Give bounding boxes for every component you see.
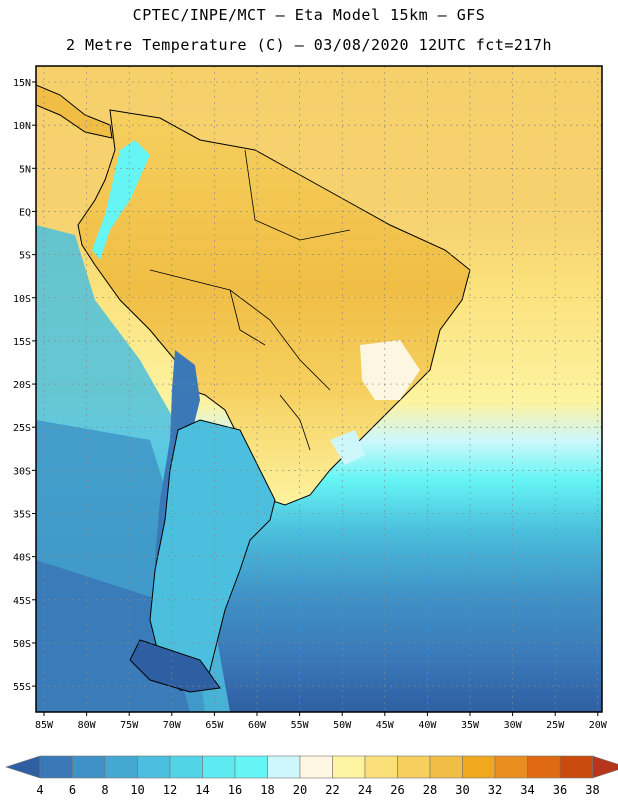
- temperature-map: 15N 10N 5N EQ 5S 10S 15S 20S 25S 30S 35S 40S 45S 50S 5…: [13, 65, 608, 731]
- colorbar-swatch: [397, 755, 431, 779]
- south-america-land: [77, 109, 471, 506]
- longitude-label: 25W: [546, 720, 565, 731]
- chart-title-line-1: CPTEC/INPE/MCT – Eta Model 15km – GFS: [132, 6, 486, 24]
- longitude-label: 80W: [78, 720, 97, 731]
- patagonia-land: [149, 419, 276, 691]
- latitude-label: 10S: [13, 294, 31, 305]
- colorbar-swatch: [299, 755, 333, 779]
- latitude-label: 10N: [13, 121, 31, 132]
- latitude-label: 55S: [13, 682, 31, 693]
- longitude-label: 75W: [120, 720, 139, 731]
- colorbar-tick-label: 6: [69, 783, 76, 797]
- latitude-label: 35S: [13, 510, 31, 521]
- longitude-label: 20W: [589, 720, 608, 731]
- longitude-label: 35W: [461, 720, 480, 731]
- colorbar-swatch: [332, 755, 366, 779]
- colorbar-swatch: [72, 755, 106, 779]
- colorbar-tick-label: 34: [520, 783, 534, 797]
- colorbar-swatch: [137, 755, 171, 779]
- latitude-label: EQ: [19, 207, 31, 218]
- highlands-cool-spot: [360, 340, 420, 400]
- latitude-label: 45S: [13, 596, 31, 607]
- colorbar-swatch: [527, 755, 561, 779]
- latitude-label: 5S: [19, 251, 31, 262]
- longitude-label: 60W: [248, 720, 267, 731]
- latitude-label: 40S: [13, 553, 31, 564]
- colorbar-tick-label: 20: [293, 783, 307, 797]
- south-brazil-cool-spot: [330, 430, 365, 465]
- colorbar: 4 6 8 10 12 14 16 18 20 22 24 26 28 30 32 34 36 38: [5, 755, 618, 797]
- colorbar-tick-label: 8: [101, 783, 108, 797]
- colorbar-swatch: [559, 755, 593, 779]
- colorbar-tick-label: 28: [423, 783, 437, 797]
- country-borders: [149, 149, 351, 451]
- colorbar-tick-label: 24: [358, 783, 372, 797]
- andes-north-cold: [92, 140, 150, 260]
- colorbar-swatch: [364, 755, 398, 779]
- longitude-label: 50W: [333, 720, 352, 731]
- colorbar-tick-label: 16: [228, 783, 242, 797]
- colorbar-swatch: [39, 755, 73, 779]
- colorbar-swatch: [462, 755, 496, 779]
- lat-lon-gridlines: [36, 66, 602, 712]
- latitude-labels: 15N 10N 5N EQ 5S 10S 15S 20S 25S 30S 35S 40S 45S 50S 5…: [13, 78, 31, 693]
- colorbar-tick-label: 14: [195, 783, 209, 797]
- longitude-label: 40W: [418, 720, 437, 731]
- colorbar-swatch: [202, 755, 236, 779]
- longitude-label: 30W: [504, 720, 523, 731]
- longitude-label: 85W: [35, 720, 54, 731]
- longitude-label: 45W: [376, 720, 395, 731]
- colorbar-tick-label: 18: [260, 783, 274, 797]
- latitude-label: 50S: [13, 639, 31, 650]
- latitude-label: 15N: [13, 78, 31, 89]
- colorbar-tick-label: 30: [455, 783, 469, 797]
- colorbar-tick-label: 4: [36, 783, 43, 797]
- colorbar-right-arrow: [592, 755, 618, 779]
- latitude-label: 25S: [13, 423, 31, 434]
- colorbar-tick-label: 38: [585, 783, 599, 797]
- colorbar-tick-label: 12: [163, 783, 177, 797]
- colorbar-tick-label: 26: [390, 783, 404, 797]
- map-frame: [35, 65, 603, 713]
- colorbar-tick-label: 22: [325, 783, 339, 797]
- colorbar-left-arrow: [5, 755, 41, 779]
- longitude-label: 70W: [163, 720, 182, 731]
- colorbar-swatch: [234, 755, 268, 779]
- colorbar-swatch: [104, 755, 138, 779]
- latitude-label: 30S: [13, 466, 31, 477]
- longitude-label: 65W: [205, 720, 224, 731]
- latitude-label: 20S: [13, 380, 31, 391]
- colorbar-tick-label: 32: [488, 783, 502, 797]
- longitude-labels: 85W 80W 75W 70W 65W 60W 55W 50W 45W 40W 35W 30W 25W 2…: [35, 720, 608, 731]
- colorbar-swatch: [429, 755, 463, 779]
- colorbar-swatch: [267, 755, 301, 779]
- colorbar-swatch: [169, 755, 203, 779]
- latitude-label: 15S: [13, 337, 31, 348]
- tierra-del-fuego: [129, 639, 221, 693]
- colorbar-swatch: [494, 755, 528, 779]
- colorbar-tick-label: 36: [553, 783, 567, 797]
- chart-title-line-2: 2 Metre Temperature (C) – 03/08/2020 12U…: [65, 36, 553, 54]
- colorbar-tick-label: 10: [130, 783, 144, 797]
- longitude-label: 55W: [291, 720, 310, 731]
- latitude-label: 5N: [19, 164, 31, 175]
